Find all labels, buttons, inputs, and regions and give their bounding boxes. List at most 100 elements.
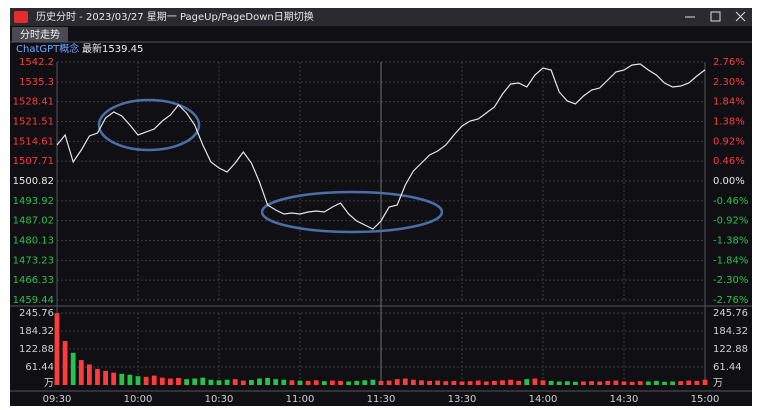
y2-tick-label: 0.92% <box>713 136 745 147</box>
y-tick-label: 1487.02 <box>13 216 54 227</box>
volume-bar <box>62 341 68 385</box>
y-tick-label: 1500.82 <box>13 176 54 187</box>
volume-bar <box>467 381 473 385</box>
y-tick-label: 1493.92 <box>13 196 54 207</box>
x-tick-label: 09:30 <box>43 394 72 405</box>
volume-bar <box>524 379 530 385</box>
y2-tick-label: 1.38% <box>713 117 745 128</box>
volume-bar <box>564 381 570 385</box>
volume-bar <box>313 380 319 385</box>
tab-label[interactable]: 分时走势 <box>20 28 60 41</box>
y-tick-label: 万 <box>44 378 54 389</box>
volume-bar <box>200 377 206 385</box>
volume-bar <box>654 380 659 385</box>
x-tick-label: 14:30 <box>610 394 639 405</box>
y2-tick-label: -0.46% <box>713 196 748 207</box>
volume-bar <box>273 379 279 385</box>
volume-bar <box>556 381 562 385</box>
y2-tick-label: -1.38% <box>713 236 748 247</box>
volume-bar <box>508 379 513 385</box>
close-button[interactable] <box>735 11 746 22</box>
volume-bar <box>135 376 141 385</box>
volume-bar <box>192 378 198 385</box>
volume-bar <box>613 380 619 385</box>
volume-bar <box>127 374 133 385</box>
volume-bar <box>548 380 554 385</box>
y-tick-label: 61.44 <box>25 362 54 373</box>
y2-tick-label: 万 <box>713 378 723 389</box>
volume-bar <box>516 380 522 385</box>
y2-tick-label: -2.30% <box>713 275 748 286</box>
volume-bar <box>435 380 441 385</box>
volume-bar <box>443 381 449 385</box>
volume-bar <box>451 380 457 385</box>
volume-bar <box>321 381 327 385</box>
volume-bar <box>289 380 295 385</box>
tab[interactable] <box>12 27 68 42</box>
volume-bar <box>346 381 351 385</box>
volume-bar <box>581 381 586 385</box>
volume-bar <box>459 381 465 385</box>
volume-bar <box>54 313 60 385</box>
volume-bar <box>119 373 125 385</box>
y-tick-label: 1480.13 <box>13 236 54 247</box>
y-tick-label: 1473.23 <box>13 255 54 266</box>
legend-series: ChatGPT概念 <box>16 42 79 55</box>
volume-bar <box>621 381 627 385</box>
x-tick-label: 15:00 <box>691 394 720 405</box>
volume-bar <box>176 377 181 385</box>
volume-bar <box>354 380 360 385</box>
y-tick-label: 122.88 <box>19 344 54 355</box>
volume-bar <box>483 381 489 385</box>
y2-tick-label: 2.76% <box>713 57 745 68</box>
volume-bar <box>184 379 189 385</box>
volume-bar <box>168 378 173 385</box>
y-tick-label: 1459.44 <box>13 295 54 306</box>
y2-tick-label: -0.92% <box>713 216 748 227</box>
legend-latest: 最新1539.45 <box>82 42 143 55</box>
volume-bar <box>670 381 675 385</box>
y2-tick-label: 61.44 <box>713 362 742 373</box>
volume-bar <box>370 379 376 385</box>
volume-bar <box>394 379 400 385</box>
volume-bar <box>70 352 76 385</box>
volume-bar <box>597 381 603 385</box>
volume-bar <box>111 372 117 385</box>
volume-bar <box>362 380 368 385</box>
volume-bar <box>216 380 222 385</box>
volume-bar <box>540 380 546 385</box>
y2-tick-label: 0.46% <box>713 156 745 167</box>
volume-bar <box>629 381 635 385</box>
volume-bar <box>637 381 643 385</box>
y2-tick-label: 1.84% <box>713 97 745 108</box>
volume-bar <box>240 380 246 385</box>
volume-bar <box>662 381 667 385</box>
volume-bar <box>305 380 311 385</box>
volume-bar <box>78 360 84 385</box>
title-bar <box>10 8 752 26</box>
x-tick-label: 11:30 <box>367 394 396 405</box>
app-icon <box>14 11 28 23</box>
volume-bar <box>143 376 149 385</box>
y-tick-label: 245.76 <box>19 308 54 319</box>
volume-bar <box>87 364 92 385</box>
y-tick-label: 1514.61 <box>13 136 54 147</box>
volume-bar <box>605 380 611 385</box>
y-tick-label: 184.32 <box>19 326 54 337</box>
price-line <box>56 63 706 230</box>
y2-tick-label: 184.32 <box>713 326 748 337</box>
y-tick-label: 1521.51 <box>13 117 54 128</box>
y-tick-label: 1535.3 <box>19 77 54 88</box>
volume-bar <box>573 381 578 385</box>
y2-tick-label: 2.30% <box>713 77 745 88</box>
y2-tick-label: 0.00% <box>713 176 745 187</box>
annotation-ellipse <box>260 190 444 234</box>
maximize-button[interactable] <box>710 11 721 22</box>
x-tick-label: 10:00 <box>124 394 153 405</box>
y2-tick-label: -1.84% <box>713 255 748 266</box>
volume-bar <box>257 378 262 385</box>
y-tick-label: 1528.41 <box>13 97 54 108</box>
volume-bar <box>532 378 538 385</box>
volume-bar <box>589 381 594 385</box>
